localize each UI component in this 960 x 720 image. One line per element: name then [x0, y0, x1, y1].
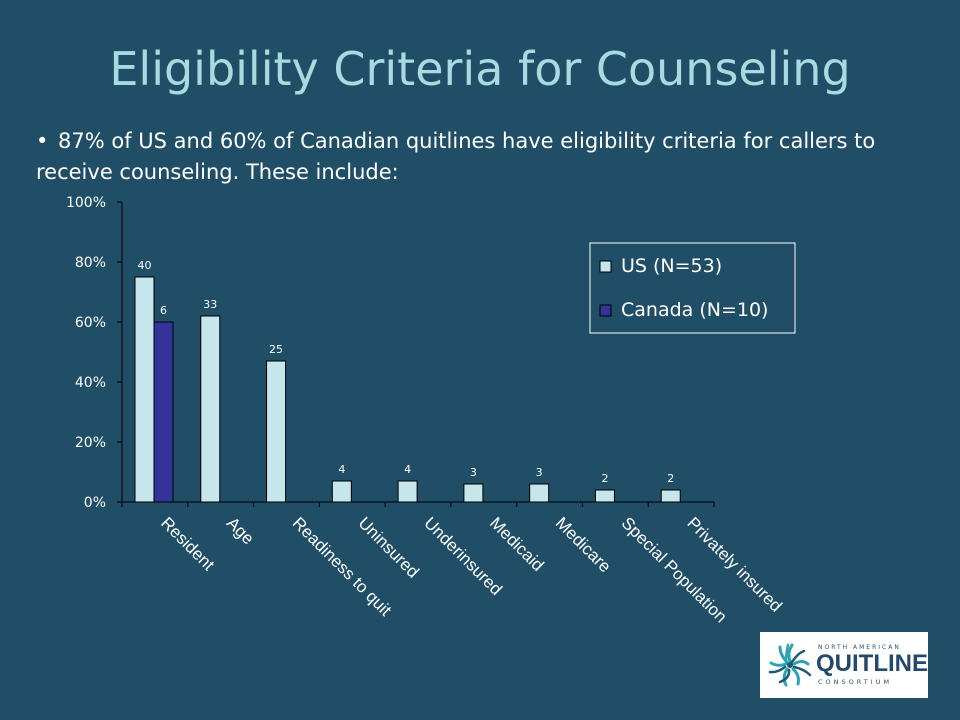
bar-data-label: 2 — [667, 472, 674, 485]
slide-title: Eligibility Criteria for Counseling — [109, 42, 851, 96]
legend-swatch — [599, 260, 612, 273]
x-category-label: Resident — [157, 513, 218, 574]
bar-us — [594, 489, 615, 503]
bullet-text: 87% of US and 60% of Canadian quitlines … — [36, 129, 876, 184]
y-tick-label: 100% — [66, 195, 106, 211]
logo-main-text: QUITLINE — [816, 650, 928, 677]
bar-data-label: 25 — [269, 343, 283, 356]
bar-us — [134, 276, 155, 503]
bar-data-label: 2 — [601, 472, 608, 485]
bar-data-label: 33 — [203, 298, 217, 311]
legend-box — [589, 242, 796, 334]
bar-us — [266, 360, 287, 503]
bullet-marker: • — [36, 129, 49, 153]
bar-data-label: 40 — [138, 259, 152, 272]
x-category-label: Medicaid — [486, 513, 548, 575]
bar-us — [200, 315, 221, 503]
snowflake-cluster-logo-icon — [768, 643, 812, 687]
y-tick-label: 40% — [75, 375, 106, 391]
legend-swatch — [599, 304, 612, 317]
quitline-logo: NORTH AMERICAN QUITLINE CONSORTIUM — [760, 632, 928, 698]
bar-us — [660, 489, 681, 503]
y-tick-label: 80% — [75, 255, 106, 271]
bar-us — [331, 480, 352, 503]
legend-label: US (N=53) — [621, 255, 722, 277]
y-tick-label: 20% — [75, 435, 106, 451]
bar-data-label: 3 — [470, 466, 477, 479]
x-category-label: Medicare — [552, 513, 615, 576]
logo-top-text: NORTH AMERICAN — [818, 644, 901, 651]
bar-us — [463, 483, 484, 503]
bar-data-label: 6 — [160, 304, 167, 317]
bar-us — [397, 480, 418, 503]
bullet-paragraph: • 87% of US and 60% of Canadian quitlines… — [36, 126, 896, 188]
legend-label: Canada (N=10) — [621, 299, 768, 321]
x-category-label: Age — [223, 513, 258, 548]
bar-data-label: 3 — [536, 466, 543, 479]
bar-data-label: 4 — [404, 463, 411, 476]
y-tick-label: 0% — [84, 495, 106, 511]
x-category-label: Uninsured — [355, 513, 423, 581]
logo-bottom-text: CONSORTIUM — [818, 678, 893, 686]
y-tick-label: 60% — [75, 315, 106, 331]
bar-data-label: 4 — [338, 463, 345, 476]
bar-us — [529, 483, 550, 503]
bar-canada — [153, 321, 174, 503]
